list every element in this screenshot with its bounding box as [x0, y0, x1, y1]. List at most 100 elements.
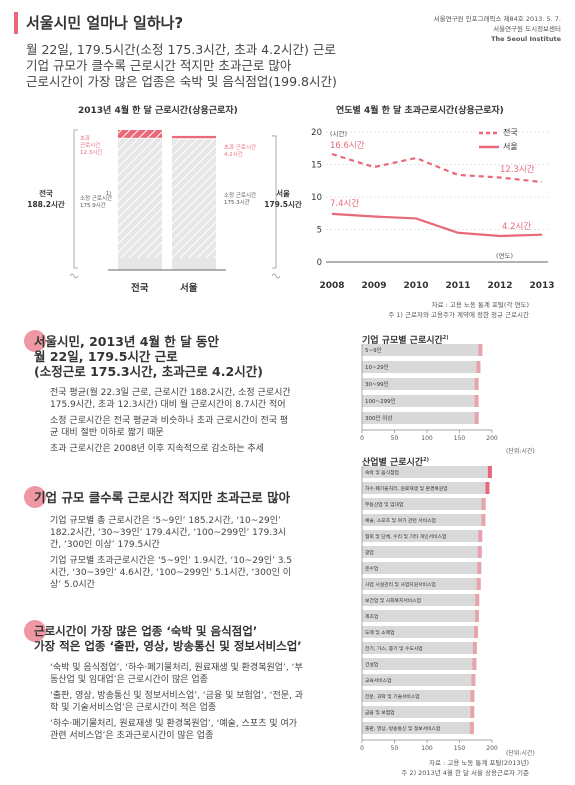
hbar	[362, 690, 475, 702]
line-chart-title: 연도별 4월 한 달 초과근로시간(상용근로자)	[336, 106, 504, 116]
top-sources: 자료 : 고용 노동 통계 포털(각 연도) 주 1) 근로자와 고용주가 계약…	[388, 300, 529, 320]
bar-axis-break	[172, 258, 216, 270]
paragraph: 기업 규모별 초과근로시간은 ‘5~9인’ 1.9시간, ‘10~29인’ 3.…	[50, 556, 293, 590]
seoul-start-label: 7.4시간	[330, 199, 360, 209]
hbar	[362, 498, 486, 510]
hbar-end-cap	[485, 482, 490, 494]
y-tick-label: 0	[317, 258, 322, 268]
industry-unit: (단위:시간)	[506, 750, 535, 757]
hbar-end-cap	[471, 674, 476, 686]
hbar-label: 전문, 과학 및 기술서비스업	[365, 693, 420, 700]
hbar-end-cap	[481, 514, 486, 526]
hbar-label: 건설업	[365, 661, 378, 668]
line-y-unit: (시간)	[330, 130, 348, 138]
hbar-end-cap	[474, 395, 479, 407]
hbar-label: 운수업	[365, 565, 378, 572]
bar-category-label: 서울	[180, 283, 198, 294]
hbar	[362, 466, 492, 478]
hbar-end-cap	[475, 610, 479, 622]
hbar-label: 부동산업 및 임대업	[365, 501, 403, 508]
legend-item-seoul: 서울	[478, 141, 518, 152]
seoul-overtime-annotation: 초과 근로시간 4.2시간	[224, 145, 257, 158]
x-tick-label: 2009	[361, 281, 386, 291]
national-total-label: 전국 188.2시간	[27, 189, 65, 209]
hbar-label: 광업	[365, 549, 374, 556]
hbar-end-cap	[470, 706, 475, 718]
hbar-end-cap	[474, 378, 479, 390]
x-tick-label: 200	[486, 435, 498, 442]
hbar	[362, 344, 483, 356]
paragraph: 초과 근로시간은 2008년 이후 지속적으로 감소하는 추세	[50, 444, 264, 454]
y-tick-label: 20	[311, 128, 322, 138]
hbar	[362, 706, 475, 718]
national-series-line	[331, 153, 543, 184]
bar-overtime-segment	[118, 130, 162, 139]
hbar-end-cap	[487, 466, 492, 478]
bar-axis-break	[118, 258, 162, 270]
hbar-label: 출판, 영상, 방송통신 및 정보서비스업	[365, 725, 440, 732]
section-bullet-circle	[24, 620, 46, 642]
stacked-chart-title: 2013년 4월 한 달 근로시간(상용근로자)	[78, 106, 238, 116]
industry-chart-title-text: 산업별 근로시간	[362, 458, 424, 468]
x-tick-label: 0	[360, 435, 364, 442]
hbar-label: 숙박 및 음식점업	[365, 469, 399, 476]
hbar-label: 하수·폐기물처리, 원료재생 및 환경복원업	[365, 485, 448, 492]
lead-line: 기업 규모가 클수록 근로시간 적지만 초과근로 많아	[26, 58, 292, 73]
legend-item-national: 전국	[478, 127, 518, 138]
x-tick-label: 50	[391, 435, 399, 442]
hbar	[362, 626, 478, 638]
x-tick-label: 50	[391, 745, 399, 752]
hbar-label: 30~99인	[365, 381, 389, 388]
hbar	[362, 722, 474, 734]
hbar-end-cap	[477, 546, 482, 558]
section-body: 기업 규모별 총 근로시간은 ‘5~9인’ 185.2시간, ‘10~29인’ …	[26, 515, 296, 591]
section-bullet-circle	[24, 330, 46, 352]
title-accent-bar	[14, 12, 18, 34]
hbar-label: 교육서비스업	[365, 677, 391, 684]
heading-line: 서울시민, 2013년 4월 한 달 동안	[34, 334, 219, 349]
x-tick-label: 100	[421, 745, 433, 752]
x-tick-label: 0	[360, 745, 364, 752]
legend-label: 전국	[503, 128, 518, 137]
stacked-bar-chart	[69, 129, 281, 279]
line-x-unit: (연도)	[496, 252, 514, 260]
line-legend: 전국 서울	[478, 127, 518, 152]
hbar-label: 제조업	[365, 613, 378, 620]
hbar	[362, 658, 477, 670]
source-line: 자료 : 고용 노동 통계 포털(2013년)	[429, 759, 529, 767]
hbar-end-cap	[473, 626, 478, 638]
bar-overtime-segment	[172, 135, 216, 139]
hbar	[362, 594, 480, 606]
hbar-label: 보건업 및 사회복지서비스업	[365, 597, 421, 604]
lead-line: 월 22일, 179.5시간(소정 175.3시간, 초과 4.2시간) 근로	[26, 42, 336, 57]
hbar	[362, 530, 483, 542]
section-heading: 기업 규모 클수록 근로시간 적지만 초과근로 많아	[34, 490, 291, 505]
national-end-label: 12.3시간	[500, 165, 535, 175]
paragraph: 소정 근로시간은 전국 평균과 비슷하나 초과 근로시간이 전국 평균 대비 절…	[50, 416, 289, 438]
axis-break-mark	[69, 273, 79, 279]
seoul-series-line	[331, 212, 543, 238]
hbar	[362, 674, 476, 686]
section-heading: 근로시간이 가장 많은 업종 ‘숙박 및 음식점업’ 가장 적은 업종 ‘출판,…	[26, 624, 306, 654]
hbar	[362, 610, 479, 622]
x-tick-label: 2012	[487, 281, 512, 291]
section-body: ‘숙박 및 음식점업’, ‘하수·폐기물처리, 원료재생 및 환경복원업’, ‘…	[26, 662, 306, 742]
hbar	[362, 514, 486, 526]
line-chart: 0 5 10 15 20 2008 2009 2010 2011 2012 2013	[311, 128, 554, 291]
hbar-end-cap	[472, 642, 477, 654]
hbar	[362, 546, 482, 558]
hbar-end-cap	[478, 530, 483, 542]
y-tick-label: 5	[317, 226, 322, 236]
hbar-end-cap	[478, 344, 483, 356]
source-line: 자료 : 고용 노동 통계 포털(각 연도)	[431, 301, 529, 309]
x-tick-label: 2010	[403, 281, 428, 291]
heading-line: 가장 적은 업종 ‘출판, 영상, 방송통신 및 정보서비스업’	[34, 639, 302, 653]
footnote-mark: 1)	[106, 191, 112, 197]
hbar-label: 금융 및 보험업	[365, 709, 395, 716]
hbar	[362, 395, 479, 407]
x-tick-label: 2011	[445, 281, 470, 291]
size-chart-title: 기업 규모별 근로시간2)	[362, 333, 449, 346]
hbar-end-cap	[474, 412, 479, 424]
